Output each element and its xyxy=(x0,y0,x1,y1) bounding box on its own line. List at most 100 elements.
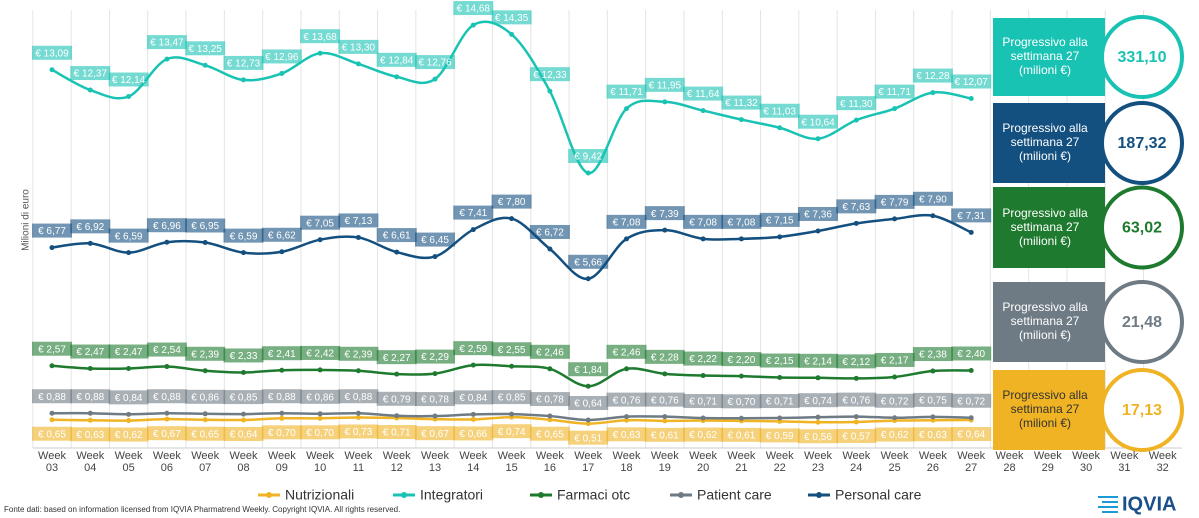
data-label-bg xyxy=(759,103,800,118)
data-label: € 12,33 xyxy=(533,70,567,81)
data-label: € 7,79 xyxy=(881,198,909,209)
data-label: € 0,66 xyxy=(459,429,487,440)
data-label-bg xyxy=(874,352,915,367)
point xyxy=(49,363,55,369)
data-label-bg xyxy=(912,191,953,206)
data-label-group: € 6,61 xyxy=(376,228,417,243)
legend-marker xyxy=(266,492,272,498)
data-label-group: € 2,47 xyxy=(70,344,111,359)
point xyxy=(624,366,629,372)
data-label: € 6,77 xyxy=(38,226,66,237)
point xyxy=(738,415,744,421)
data-label-bg xyxy=(568,149,609,164)
data-label-bg xyxy=(951,208,992,223)
point xyxy=(777,234,783,240)
data-label-bg xyxy=(32,389,72,404)
data-label: € 2,59 xyxy=(459,344,487,355)
data-label-group: € 0,71 xyxy=(376,425,417,440)
data-label: € 2,40 xyxy=(957,349,985,360)
data-label-group: € 2,20 xyxy=(721,352,762,367)
data-label-bg xyxy=(223,228,264,243)
data-label: € 0,57 xyxy=(842,432,870,443)
data-label-group: € 2,42 xyxy=(300,345,341,360)
data-label: € 2,27 xyxy=(383,353,411,364)
point xyxy=(432,413,438,419)
point xyxy=(815,414,821,420)
data-label-group: € 0,88 xyxy=(146,389,187,404)
data-label-group: € 0,74 xyxy=(798,393,838,408)
data-label-group: € 0,67 xyxy=(415,426,455,441)
data-label: € 6,59 xyxy=(230,231,258,242)
data-label: € 0,65 xyxy=(38,429,66,440)
point xyxy=(700,236,706,242)
data-label: € 0,63 xyxy=(919,430,947,441)
data-label: € 0,86 xyxy=(191,392,219,403)
data-label: € 0,79 xyxy=(383,394,411,405)
data-label: € 1,84 xyxy=(574,365,602,376)
data-label-group: € 14,35 xyxy=(491,10,532,25)
x-tick-label: Week 11 xyxy=(344,450,373,474)
data-label: € 11,71 xyxy=(610,87,643,98)
data-label: € 7,36 xyxy=(804,210,832,221)
data-label-group: € 2,47 xyxy=(108,344,149,359)
data-label-group: € 6,59 xyxy=(108,228,149,243)
point xyxy=(49,67,55,73)
point xyxy=(164,56,170,62)
data-label-bg xyxy=(606,427,647,442)
data-label: € 0,61 xyxy=(651,430,679,441)
point xyxy=(126,418,132,424)
data-label-group: € 11,71 xyxy=(874,84,915,99)
data-label: € 6,95 xyxy=(191,221,219,232)
point xyxy=(202,368,208,374)
data-label-group: € 0,74 xyxy=(491,424,532,439)
point xyxy=(777,125,783,131)
point xyxy=(355,368,361,374)
data-label-group: € 2,57 xyxy=(32,341,72,356)
data-label-bg xyxy=(606,392,647,407)
data-label-bg xyxy=(951,393,992,408)
point xyxy=(241,250,246,256)
point xyxy=(547,417,553,423)
summary-value: 187,32 xyxy=(1118,135,1167,152)
data-label-group: € 6,95 xyxy=(185,218,226,233)
data-label: € 6,72 xyxy=(536,228,564,239)
data-label: € 0,51 xyxy=(574,433,602,444)
data-label: € 7,08 xyxy=(689,217,717,228)
point xyxy=(853,220,859,226)
data-label-group: € 0,64 xyxy=(223,426,264,441)
data-label-bg xyxy=(338,213,379,228)
data-label-bg xyxy=(683,351,724,366)
data-label: € 0,88 xyxy=(38,392,66,403)
data-label-group: € 7,63 xyxy=(836,199,877,214)
data-label-bg xyxy=(376,391,417,406)
data-label-group: € 0,84 xyxy=(453,390,494,405)
data-label-group: € 2,17 xyxy=(874,352,915,367)
data-label-bg xyxy=(529,344,570,359)
data-label-bg xyxy=(491,390,532,405)
data-label: € 9,42 xyxy=(574,152,602,163)
data-label-group: € 0,78 xyxy=(415,392,455,407)
data-label-bg xyxy=(261,49,302,64)
x-tick-label: Week 06 xyxy=(152,450,181,474)
point xyxy=(126,94,132,100)
data-label-group: € 2,15 xyxy=(759,353,800,368)
data-label-group: € 13,68 xyxy=(300,29,341,44)
data-label-bg xyxy=(185,218,226,233)
point xyxy=(815,419,821,425)
x-tick-label: Week 08 xyxy=(229,450,258,474)
point xyxy=(853,414,859,420)
data-label-group: € 11,71 xyxy=(606,84,647,99)
legend-marker xyxy=(678,492,684,498)
data-label: € 2,54 xyxy=(153,345,181,356)
point xyxy=(968,95,974,101)
x-tick-label: Week 23 xyxy=(804,450,832,474)
point xyxy=(279,415,285,421)
point xyxy=(930,414,936,420)
data-label-bg xyxy=(759,212,800,227)
point xyxy=(815,228,821,234)
x-tick-label: Week 10 xyxy=(306,450,335,474)
x-tick-label: Week 14 xyxy=(459,450,488,474)
data-label: € 0,67 xyxy=(421,429,449,440)
data-label-group: € 11,32 xyxy=(721,95,762,110)
